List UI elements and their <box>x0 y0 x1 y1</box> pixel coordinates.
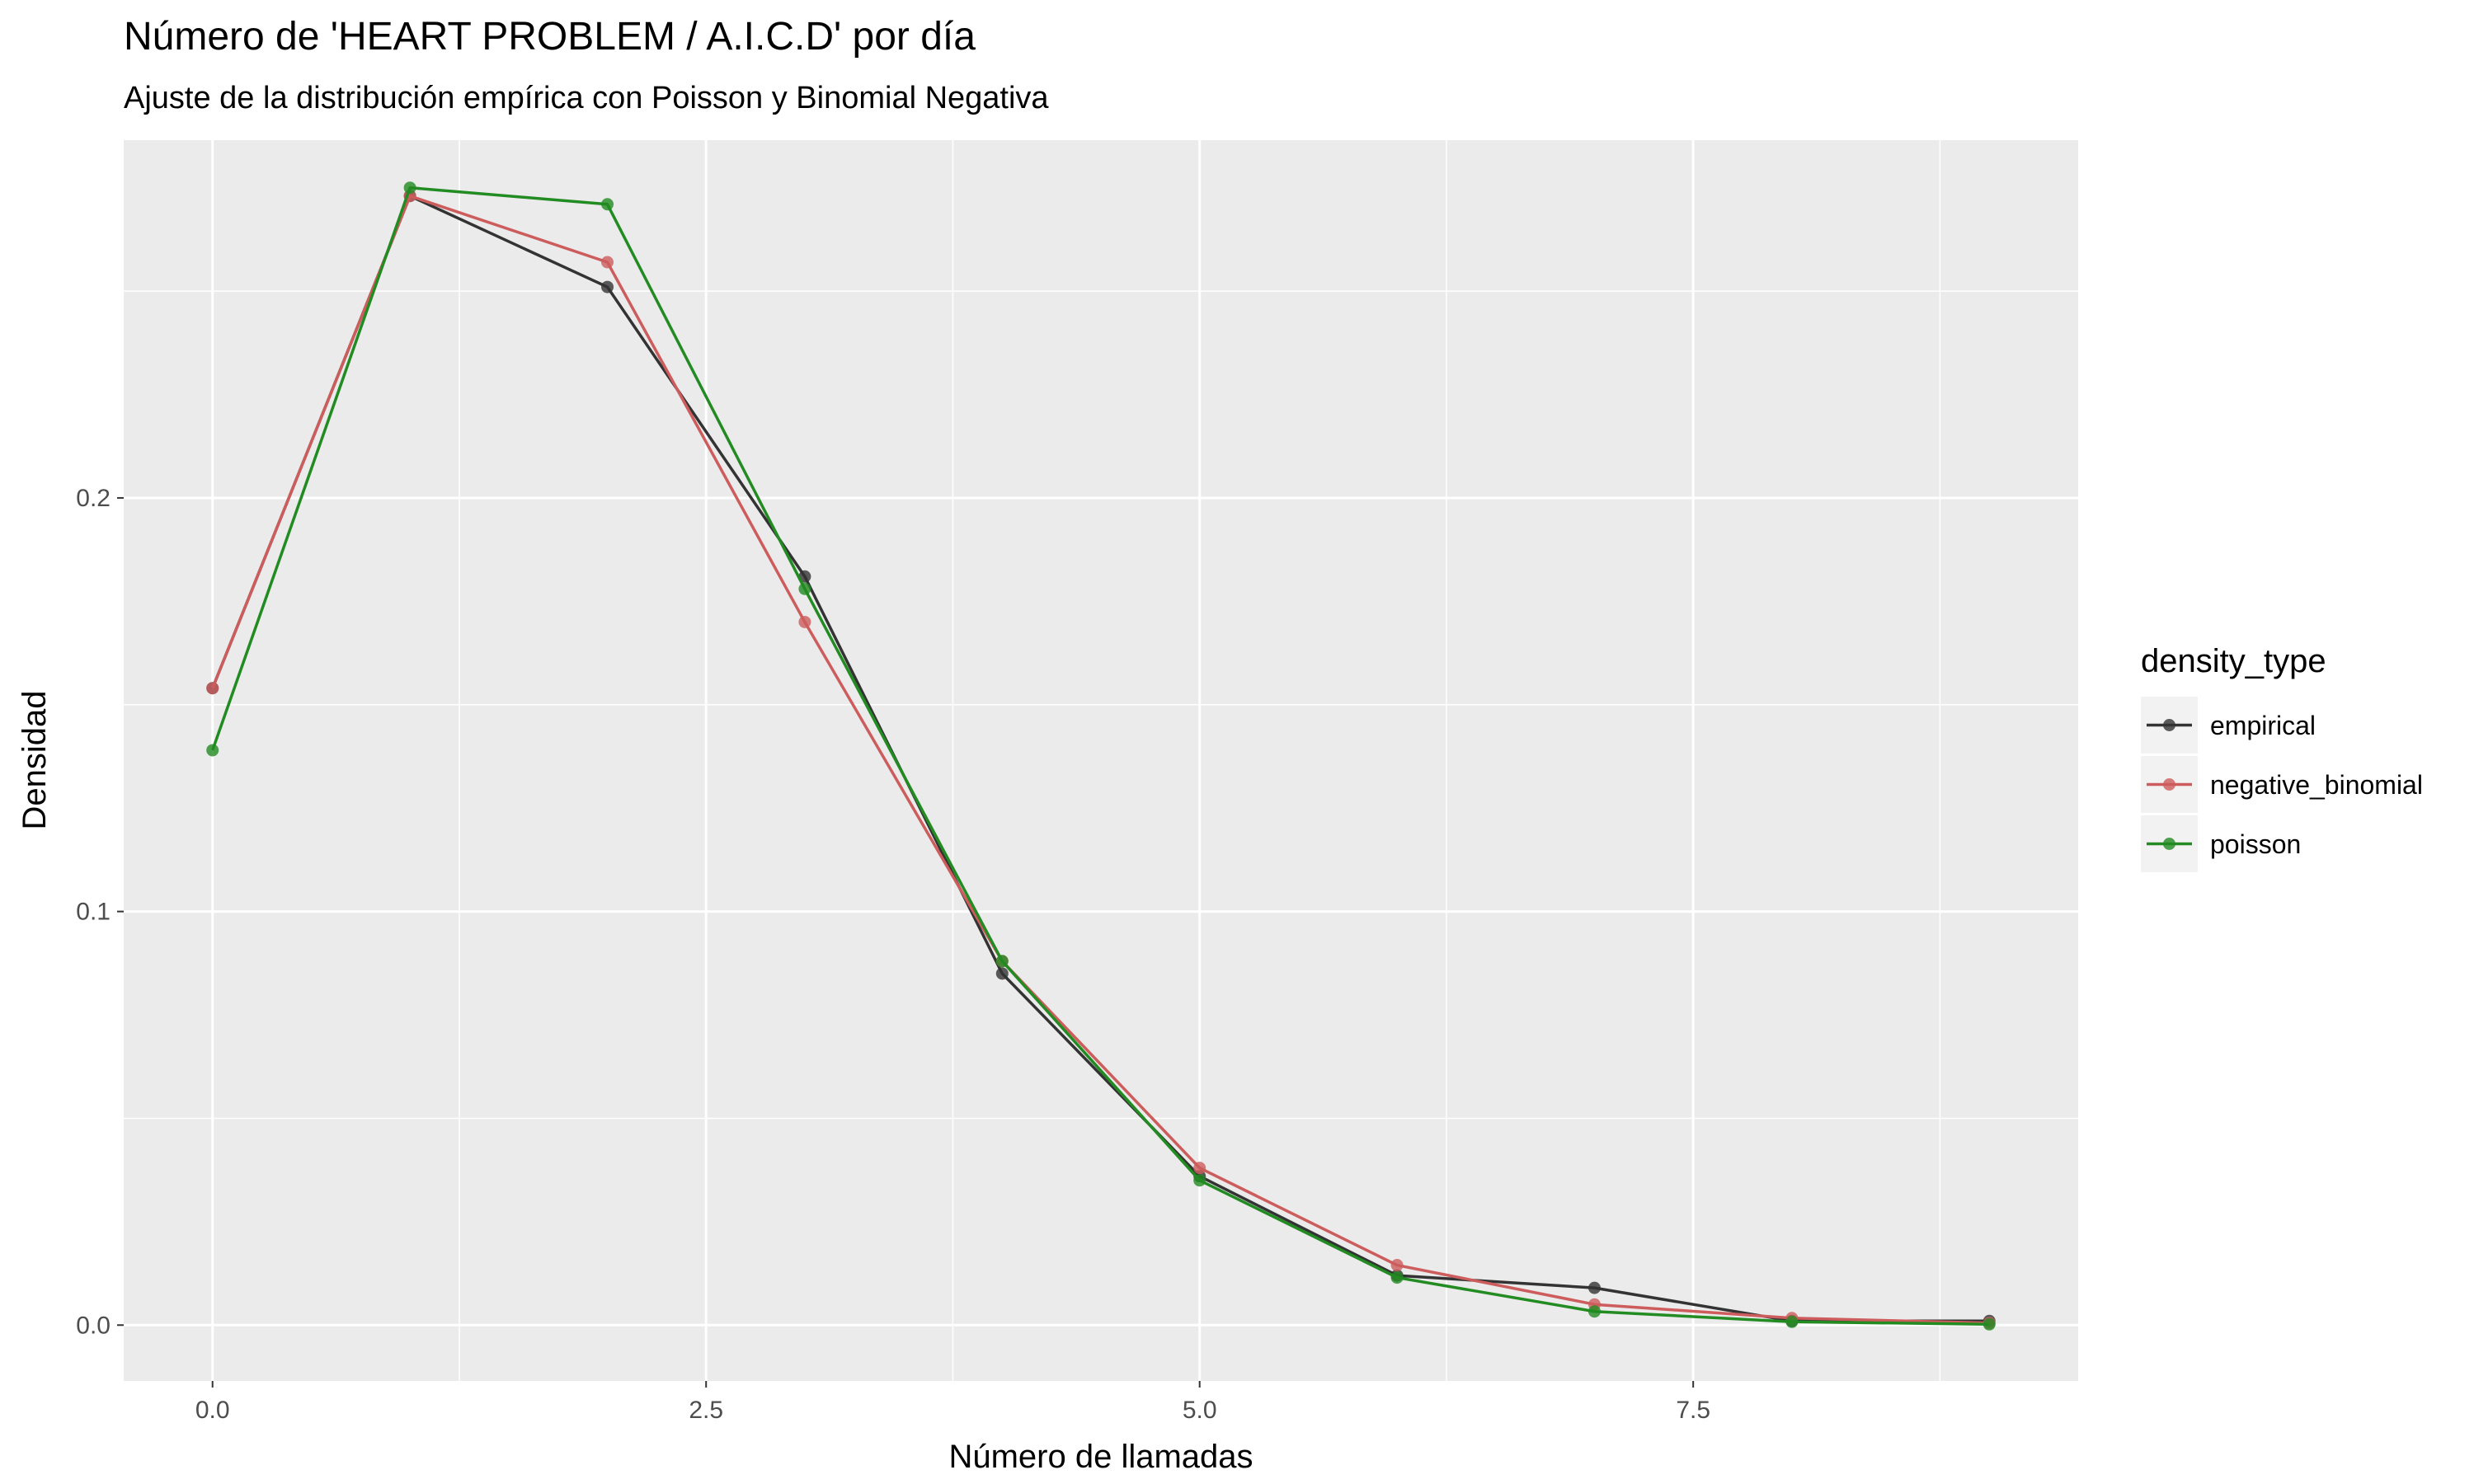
y-tick-label: 0.1 <box>76 899 111 926</box>
point-poisson <box>1587 1305 1601 1318</box>
point-empirical <box>995 967 1009 980</box>
point-negative_binomial <box>1193 1162 1206 1175</box>
point-negative_binomial <box>1390 1259 1404 1272</box>
legend-label-empirical: empirical <box>2210 711 2316 740</box>
x-tick-label: 2.5 <box>689 1397 723 1424</box>
series-line-poisson <box>211 186 1990 1327</box>
legend-key-point <box>2163 778 2175 791</box>
chart-title: Número de 'HEART PROBLEM / A.I.C.D' por … <box>124 15 976 59</box>
x-axis-title: Número de llamadas <box>948 1439 1253 1475</box>
axis-ticks: 0.0 2.5 5.0 7.5 0.0 0.1 0.2 <box>76 485 1710 1424</box>
point-poisson <box>1193 1174 1206 1187</box>
grid-minor <box>124 140 2078 1381</box>
point-poisson <box>403 181 416 195</box>
y-tick-label: 0.0 <box>76 1312 111 1339</box>
legend-title: density_type <box>2141 643 2326 679</box>
point-poisson <box>995 955 1009 968</box>
point-negative_binomial <box>206 682 219 695</box>
point-poisson <box>1982 1317 1996 1331</box>
x-tick-label: 5.0 <box>1183 1397 1217 1424</box>
x-tick-label: 0.0 <box>195 1397 230 1424</box>
y-axis-title: Densidad <box>16 690 53 829</box>
point-poisson <box>1390 1271 1404 1284</box>
point-empirical <box>601 280 614 294</box>
point-empirical <box>798 570 811 583</box>
point-negative_binomial <box>601 256 614 269</box>
point-poisson <box>206 744 219 757</box>
point-poisson <box>601 198 614 211</box>
plot-panel <box>124 140 2078 1381</box>
y-tick-label: 0.2 <box>76 485 111 512</box>
point-empirical <box>1587 1281 1601 1294</box>
point-poisson <box>798 582 811 595</box>
chart-subtitle: Ajuste de la distribución empírica con P… <box>124 81 1049 115</box>
legend-key-point <box>2163 838 2175 850</box>
legend: density_type empirical negative_binomialp… <box>2141 643 2423 872</box>
legend-label-negative_binomial: negative_binomial <box>2210 770 2423 800</box>
legend-key-point <box>2163 719 2175 731</box>
series-layer <box>206 181 1996 1331</box>
legend-label-poisson: poisson <box>2210 829 2301 859</box>
point-negative_binomial <box>798 615 811 628</box>
series-line-negative_binomial <box>211 194 1990 1325</box>
series-line-empirical <box>211 194 1990 1323</box>
x-tick-label: 7.5 <box>1676 1397 1710 1424</box>
point-poisson <box>1785 1315 1799 1328</box>
